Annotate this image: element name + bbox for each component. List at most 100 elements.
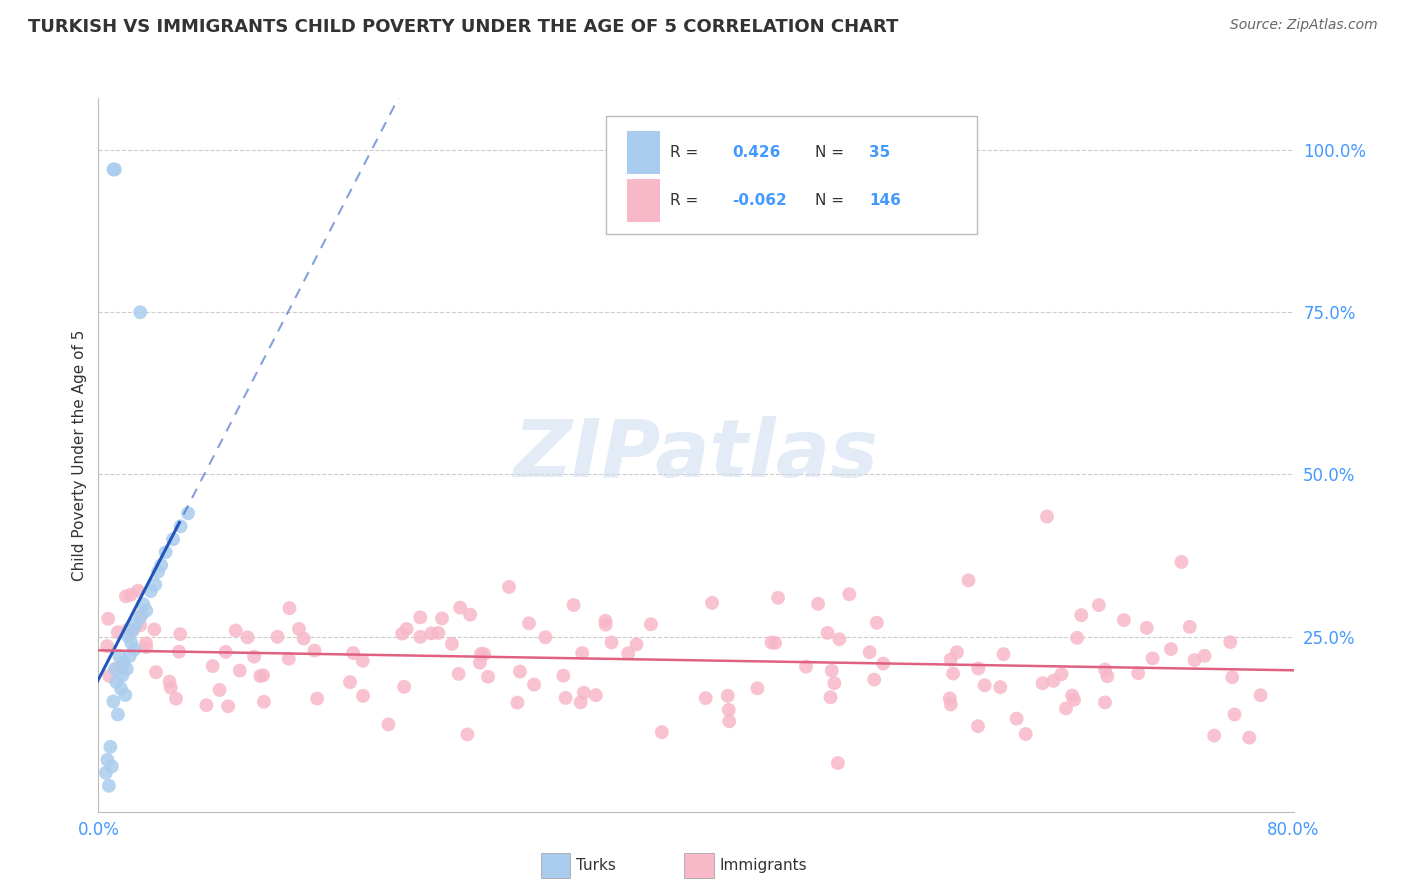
Point bbox=[278, 601, 301, 615]
Point bbox=[1066, 631, 1088, 645]
Point bbox=[96, 639, 118, 653]
Point bbox=[307, 691, 329, 706]
Point bbox=[139, 584, 162, 599]
Point bbox=[807, 597, 830, 611]
Point bbox=[1015, 727, 1038, 741]
Point bbox=[823, 676, 845, 690]
Point bbox=[1036, 509, 1059, 524]
Point bbox=[103, 694, 125, 708]
Point bbox=[135, 604, 157, 618]
Point bbox=[820, 690, 842, 705]
Point bbox=[828, 632, 851, 647]
FancyBboxPatch shape bbox=[627, 179, 661, 222]
FancyBboxPatch shape bbox=[606, 116, 977, 234]
Point bbox=[215, 645, 238, 659]
Point bbox=[277, 651, 299, 665]
Point bbox=[120, 588, 142, 602]
Point bbox=[110, 681, 132, 696]
Point bbox=[129, 618, 152, 632]
Text: N =: N = bbox=[815, 145, 845, 161]
Point bbox=[1042, 673, 1064, 688]
Point bbox=[430, 611, 453, 625]
Point bbox=[1184, 653, 1206, 667]
Point bbox=[640, 617, 662, 632]
Point bbox=[117, 623, 139, 637]
Text: -0.062: -0.062 bbox=[733, 193, 786, 208]
Point bbox=[352, 654, 374, 668]
Point bbox=[1094, 663, 1116, 677]
Point bbox=[236, 631, 259, 645]
Point bbox=[838, 587, 860, 601]
Point bbox=[120, 636, 142, 650]
Point bbox=[470, 647, 492, 661]
Point bbox=[553, 668, 575, 682]
Text: N =: N = bbox=[815, 193, 845, 208]
Point bbox=[107, 661, 129, 675]
Point bbox=[1097, 669, 1119, 683]
Point bbox=[717, 689, 740, 703]
Point bbox=[169, 519, 191, 533]
Point bbox=[132, 597, 155, 611]
Point bbox=[872, 657, 894, 671]
Point bbox=[1223, 707, 1246, 722]
Point bbox=[105, 675, 128, 690]
Point bbox=[104, 662, 127, 676]
Point bbox=[761, 635, 783, 649]
Point bbox=[129, 305, 152, 319]
Point bbox=[107, 707, 129, 722]
Point bbox=[1160, 642, 1182, 657]
Point bbox=[498, 580, 520, 594]
Point bbox=[554, 690, 576, 705]
Point bbox=[177, 506, 200, 520]
Point bbox=[121, 623, 143, 637]
Text: ZIPatlas: ZIPatlas bbox=[513, 416, 879, 494]
Point bbox=[859, 645, 882, 659]
Point bbox=[111, 668, 134, 682]
Point bbox=[125, 616, 148, 631]
Text: 0.426: 0.426 bbox=[733, 145, 780, 161]
Point bbox=[155, 545, 177, 559]
Point bbox=[1204, 729, 1226, 743]
Point bbox=[292, 632, 315, 646]
Point bbox=[1032, 676, 1054, 690]
Point bbox=[115, 590, 138, 604]
Point bbox=[1178, 620, 1201, 634]
Point bbox=[115, 662, 138, 676]
Point bbox=[626, 637, 648, 651]
Point bbox=[1219, 635, 1241, 649]
Point bbox=[477, 670, 499, 684]
Text: Source: ZipAtlas.com: Source: ZipAtlas.com bbox=[1230, 18, 1378, 32]
Point bbox=[162, 533, 184, 547]
Point bbox=[562, 598, 585, 612]
Point bbox=[143, 623, 166, 637]
Point bbox=[143, 577, 166, 591]
Point bbox=[117, 630, 139, 644]
Point bbox=[118, 648, 141, 663]
Point bbox=[717, 703, 740, 717]
Point bbox=[1070, 608, 1092, 623]
Point bbox=[939, 698, 962, 712]
Point bbox=[695, 691, 717, 706]
Point bbox=[595, 614, 617, 628]
Point bbox=[352, 689, 374, 703]
Point bbox=[409, 630, 432, 644]
FancyBboxPatch shape bbox=[685, 853, 714, 878]
Point bbox=[112, 656, 135, 670]
Point bbox=[718, 714, 741, 729]
Point bbox=[766, 591, 789, 605]
Point bbox=[121, 624, 143, 638]
Point bbox=[572, 686, 595, 700]
Point bbox=[101, 759, 124, 773]
Point bbox=[249, 669, 271, 683]
Point bbox=[1054, 701, 1077, 715]
Point bbox=[449, 600, 471, 615]
Text: TURKISH VS IMMIGRANTS CHILD POVERTY UNDER THE AGE OF 5 CORRELATION CHART: TURKISH VS IMMIGRANTS CHILD POVERTY UNDE… bbox=[28, 18, 898, 36]
Point bbox=[988, 680, 1011, 694]
Point bbox=[1005, 712, 1028, 726]
Point bbox=[993, 647, 1015, 661]
Point bbox=[108, 648, 131, 663]
Point bbox=[534, 630, 557, 644]
Point bbox=[169, 627, 191, 641]
Point bbox=[1220, 670, 1243, 684]
Point bbox=[159, 681, 181, 695]
